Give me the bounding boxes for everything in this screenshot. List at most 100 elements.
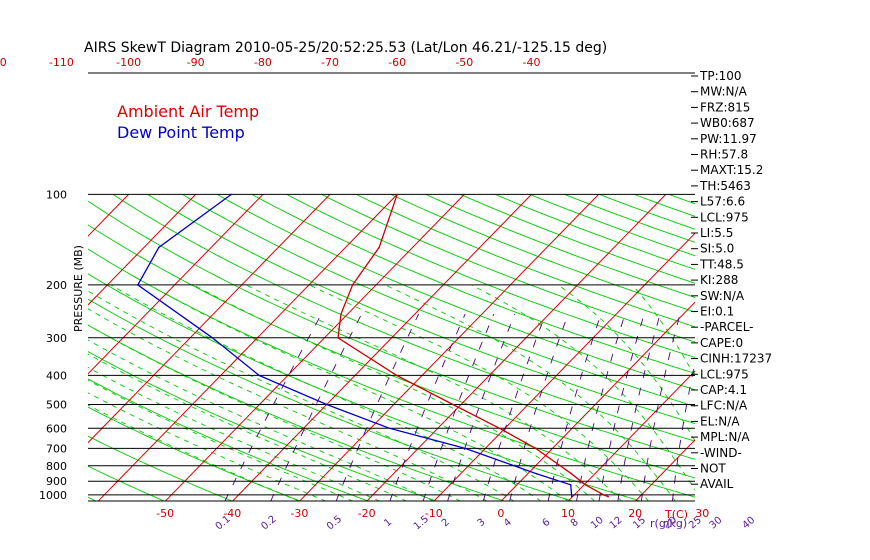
dew-point-temp-point — [535, 472, 538, 475]
isotherm — [567, 370, 695, 501]
moist-adiabat — [471, 284, 695, 491]
moist-adiabat — [88, 290, 515, 501]
dry-adiabat — [286, 194, 695, 358]
stat-label: MAXT:15.2 — [700, 163, 763, 177]
ambient-air-temp-point — [396, 193, 399, 196]
ambient-air-temp-point — [337, 337, 339, 339]
ambient-air-temp-point — [351, 284, 354, 286]
dew-point-temp-point — [325, 403, 328, 406]
dry-adiabat — [88, 224, 695, 479]
x-axis-label: T(C) — [664, 508, 688, 521]
isotherm — [634, 439, 695, 501]
mixing-ratio-label: 0.5 — [325, 514, 344, 533]
isotherm — [837, 194, 870, 501]
stat-label: LI:5.5 — [700, 226, 733, 240]
stat-label: SW:N/A — [700, 289, 745, 303]
stat-label: MPL:N/A — [700, 430, 750, 444]
dry-adiabat — [88, 248, 695, 498]
dew-point-temp-point — [137, 284, 139, 286]
dew-point-temp-point — [464, 447, 467, 450]
moist-adiabat — [384, 284, 676, 501]
stat-label: WB0:687 — [700, 116, 755, 130]
sounding-series — [136, 193, 609, 498]
dew-point-temp-point — [211, 337, 214, 339]
pressure-tick-label: 1000 — [39, 489, 67, 502]
stat-label: NOT — [700, 462, 726, 476]
legend-ambient-air-temp: Ambient Air Temp — [117, 102, 259, 121]
isotherm — [500, 301, 695, 501]
mixing-ratio-line — [389, 313, 466, 501]
dry-adiabat — [773, 194, 870, 501]
ambient-air-temp-point — [340, 313, 342, 315]
dry-adiabat — [88, 273, 642, 501]
y-axis-label: PRESSURE (MB) — [72, 245, 85, 332]
dry-adiabat — [88, 435, 234, 501]
dry-adiabat — [251, 194, 695, 374]
pressure-tick-label: 800 — [46, 460, 67, 473]
dry-adiabat — [216, 194, 695, 391]
top-temp-tick-label: -90 — [187, 56, 205, 69]
stat-label: LFC:N/A — [700, 399, 748, 413]
dry-adiabat — [88, 378, 370, 501]
top-temp-tick-label: -100 — [116, 56, 141, 69]
dry-adiabat — [88, 324, 506, 501]
mixing-ratio-line — [270, 313, 363, 501]
pressure-tick-label: 600 — [46, 422, 67, 435]
dew-point-temp-point — [230, 193, 233, 196]
dry-adiabat — [425, 193, 695, 298]
stat-label: CINH:17237 — [700, 352, 772, 366]
stat-label: MW:N/A — [700, 85, 748, 99]
isotherm-grid — [88, 194, 870, 501]
ambient-air-temp-point — [498, 427, 501, 430]
isotherm — [433, 232, 695, 501]
bottom-temp-tick-label: -20 — [358, 507, 376, 520]
ambient-air-temp-point — [378, 246, 381, 249]
pressure-tick-label: 300 — [46, 332, 67, 345]
ambient-air-temp-point — [534, 447, 537, 450]
pressure-tick-label: 200 — [46, 279, 67, 292]
mixing-ratio-line — [598, 313, 645, 501]
ambient-air-temp-point — [452, 403, 454, 406]
stat-label: -WIND- — [700, 446, 742, 460]
dry-adiabat — [88, 406, 302, 501]
ambient-air-temp-point — [607, 495, 609, 498]
pressure-tick-label: 400 — [46, 369, 67, 382]
mixing-ratio-label: 4 — [502, 517, 514, 530]
stat-label: LCL:975 — [700, 210, 749, 224]
mixing-ratio-label: 10 — [589, 515, 606, 532]
stat-label: EI:0.1 — [700, 305, 734, 319]
dew-point-temp-line — [136, 193, 573, 497]
mixing-ratio-axis-label: r(g/kg) — [650, 517, 687, 530]
top-temp-tick-label: -40 — [523, 56, 541, 69]
top-temp-tick-label: -110 — [49, 56, 74, 69]
isotherm — [231, 194, 532, 501]
top-temp-tick-label: -60 — [388, 56, 406, 69]
isotherm — [97, 194, 398, 501]
pressure-tick-label: 500 — [46, 399, 67, 412]
moist-adiabat — [557, 284, 695, 442]
bottom-temp-tick-label: -10 — [425, 507, 443, 520]
isotherm — [88, 194, 197, 306]
mixing-ratio-grid — [224, 313, 695, 501]
mixing-ratio-label: 6 — [541, 517, 553, 530]
stat-label: KI:288 — [700, 273, 738, 287]
stat-label: CAPE:0 — [700, 336, 743, 350]
moist-adiabat — [88, 366, 381, 501]
ambient-air-temp-point — [395, 374, 398, 377]
stat-label: LCL:975 — [700, 367, 749, 381]
ambient-air-temp-point — [570, 472, 573, 475]
mixing-ratio-line — [335, 313, 420, 501]
dew-point-temp-point — [571, 495, 573, 498]
stat-label: AVAIL — [700, 477, 734, 491]
bottom-temp-tick-label: 0 — [497, 507, 504, 520]
stat-label: EL:N/A — [700, 414, 740, 428]
mixing-ratio-line — [576, 313, 626, 501]
dew-point-temp-point — [388, 427, 391, 430]
stat-label: L57:6.6 — [700, 195, 745, 209]
top-temp-tick-label: -80 — [254, 56, 272, 69]
pressure-tick-label: 100 — [46, 188, 67, 201]
ambient-air-temp-point — [584, 484, 587, 486]
isotherm — [366, 194, 667, 501]
